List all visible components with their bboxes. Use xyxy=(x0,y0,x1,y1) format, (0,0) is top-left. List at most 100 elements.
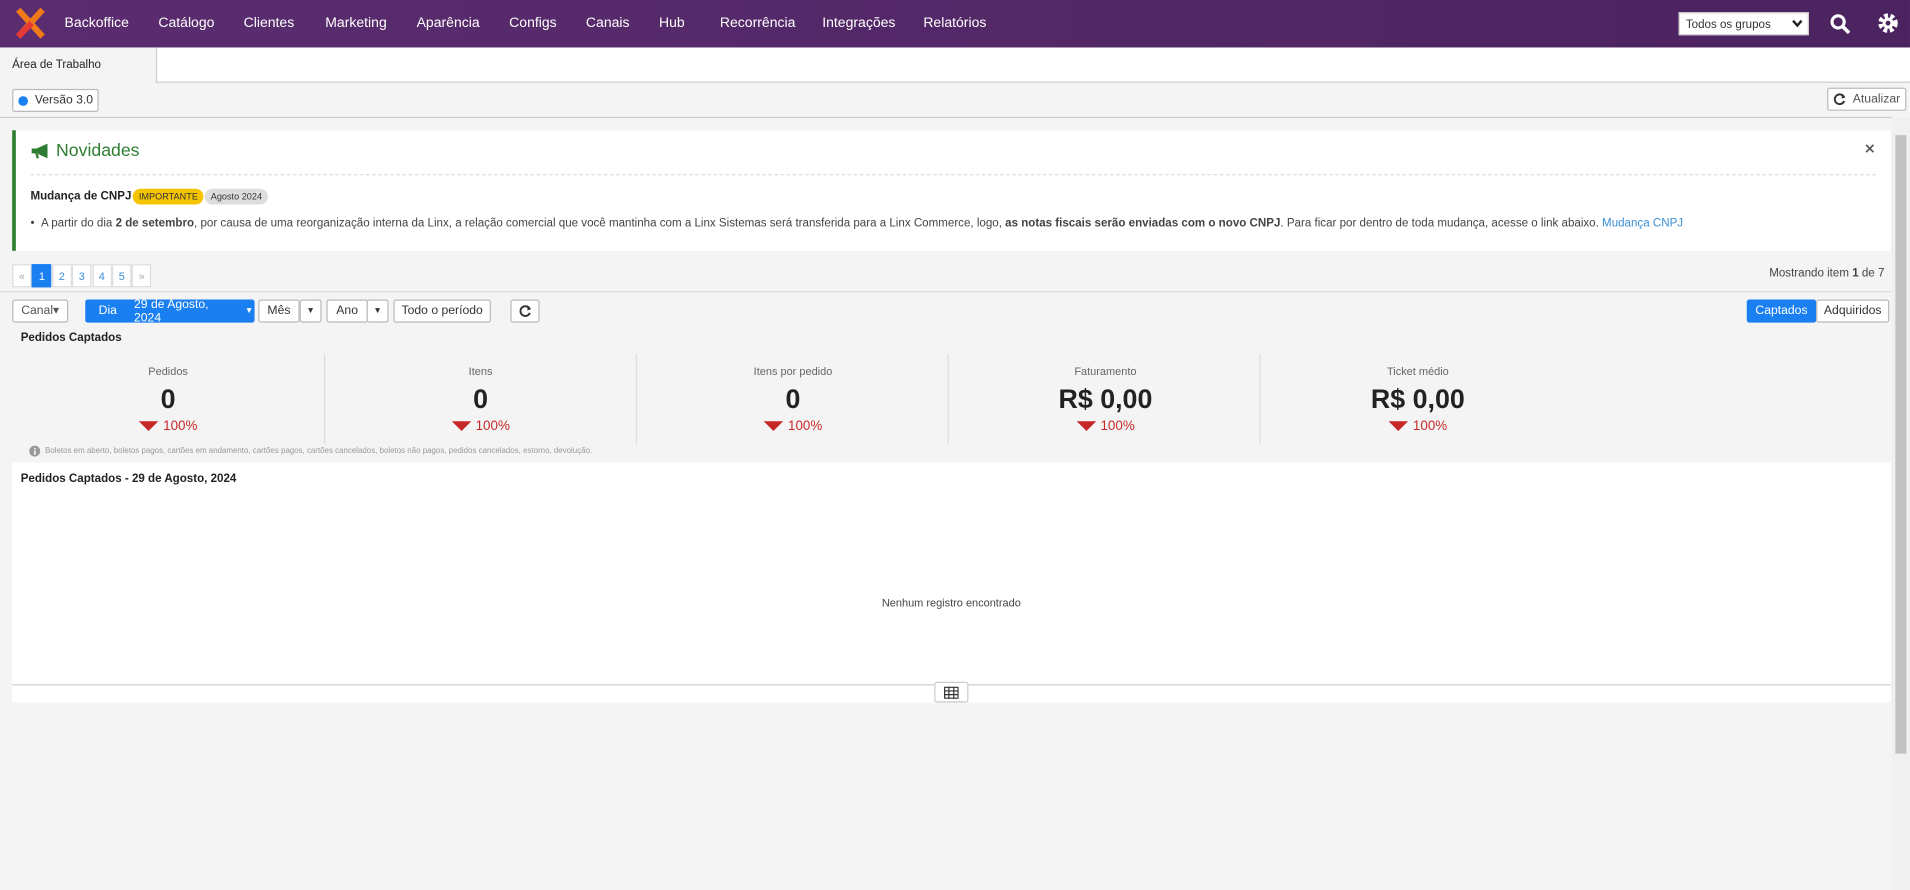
nav-item[interactable]: Marketing xyxy=(325,15,387,31)
text: , por causa de uma reorganização interna… xyxy=(194,216,1006,231)
day-button[interactable]: Dia 29 de Agosto, 2024 ▼ xyxy=(85,297,255,325)
metric-separator xyxy=(324,354,326,445)
showing-text: Mostrando item 1 de 7 xyxy=(1769,267,1884,280)
text: Ano xyxy=(336,304,358,318)
metric-change: 100% xyxy=(138,418,198,434)
year-dropdown[interactable]: ▼ xyxy=(366,299,389,323)
down-arrow xyxy=(1388,421,1409,432)
refresh-button[interactable]: Atualizar xyxy=(1827,87,1907,111)
nav-item[interactable]: Backoffice xyxy=(64,15,129,31)
nav-item[interactable]: Recorrência xyxy=(719,15,796,31)
megaphone-icon xyxy=(31,143,48,159)
text: Mês xyxy=(267,304,291,318)
nav-item[interactable]: Hub xyxy=(658,15,685,31)
select-text: Todos os grupos xyxy=(1685,18,1771,32)
text: A partir do dia xyxy=(40,216,116,231)
change-text: 100% xyxy=(1412,418,1448,434)
text: . Para ficar por dentro de toda mudança,… xyxy=(1280,216,1603,231)
change-text: 100% xyxy=(475,418,510,434)
group-select[interactable]: Todos os grupos xyxy=(1678,12,1809,36)
metric-label: Pedidos xyxy=(148,365,188,378)
month-button[interactable]: Mês xyxy=(258,299,300,323)
status-dot xyxy=(17,95,28,106)
nav-item[interactable]: Configs xyxy=(509,15,557,31)
page-link[interactable]: « xyxy=(12,264,32,288)
year-button[interactable]: Ano xyxy=(326,299,368,323)
nav-item[interactable]: Aparência xyxy=(416,15,480,31)
chevron xyxy=(1792,19,1803,28)
metric-change: 100% xyxy=(1388,418,1448,434)
metric-label: Ticket médio xyxy=(1386,365,1449,378)
scroll-thumb[interactable] xyxy=(1895,135,1907,754)
page-link[interactable]: 3 xyxy=(72,264,92,288)
version-button[interactable]: Versão 3.0 xyxy=(12,88,99,113)
nav-item[interactable]: Clientes xyxy=(243,15,295,31)
search-icon[interactable] xyxy=(1830,13,1851,35)
navbar: Backoffice Catálogo Clientes Marketing Aparê… xyxy=(0,0,1910,48)
page-link[interactable]: 1 xyxy=(32,264,52,288)
metric-value: 0 xyxy=(160,383,176,414)
metric-separator xyxy=(635,354,638,445)
captados-button[interactable]: Captados xyxy=(1746,299,1817,323)
news-text: • A partir do dia 2 de setembro, por cau… xyxy=(30,216,1684,231)
logo[interactable] xyxy=(15,7,47,39)
text: Mostrando item xyxy=(1769,266,1853,281)
metric-label: Faturamento xyxy=(1074,365,1137,378)
nav-item[interactable]: Catálogo xyxy=(158,15,215,31)
text-bold: as notas fiscais serão enviadas com o no… xyxy=(1005,216,1281,231)
refresh-icon xyxy=(1833,93,1846,106)
nav-item[interactable]: Integrações xyxy=(822,15,896,31)
text: Canal xyxy=(21,304,54,318)
all-period-button[interactable]: Todo o período xyxy=(393,299,491,323)
refresh-text: Atualizar xyxy=(1852,92,1901,106)
change-text: 100% xyxy=(163,418,198,434)
change-text: 100% xyxy=(788,418,823,434)
tab-bar: Área de Trabalho xyxy=(0,47,1910,83)
adquiridos-button[interactable]: Adquiridos xyxy=(1816,299,1890,323)
text: Adquiridos xyxy=(1823,304,1882,318)
metric-value: 0 xyxy=(785,383,801,414)
scrollbar[interactable] xyxy=(1891,118,1910,890)
table-panel: Pedidos Captados - 29 de Agosto, 2024 Ne… xyxy=(12,462,1891,686)
metric-change: 100% xyxy=(763,418,823,434)
news-panel: Novidades Mudança de CNPJ IMPORTANTE Ago… xyxy=(12,130,1891,251)
metric-value: 0 xyxy=(473,383,489,414)
link[interactable]: Mudança CNPJ xyxy=(1602,216,1684,231)
dashed-line xyxy=(30,174,1876,176)
text: 29 de Agosto, 2024 xyxy=(134,297,209,325)
text: Todo o período xyxy=(401,304,483,318)
metric-value: R$ 0,00 xyxy=(1058,383,1153,414)
date-badge: Agosto 2024 xyxy=(204,188,269,205)
news-item-title: Mudança de CNPJ xyxy=(30,189,132,204)
page-link[interactable]: 4 xyxy=(92,264,112,288)
refresh-icon xyxy=(518,305,531,317)
page-link[interactable]: » xyxy=(132,264,152,288)
canal-button[interactable]: Canal ▾ xyxy=(12,299,69,323)
text: Captados xyxy=(1755,304,1808,318)
nav-item[interactable]: Relatórios xyxy=(923,15,987,31)
down-arrow xyxy=(763,421,784,432)
metric-value: R$ 0,00 xyxy=(1370,383,1465,414)
metric-change: 100% xyxy=(451,418,510,434)
down-arrow xyxy=(138,421,159,432)
page-link[interactable]: 5 xyxy=(112,264,132,288)
nav-item[interactable]: Canais xyxy=(585,15,630,31)
settings-icon[interactable] xyxy=(1877,12,1899,34)
page-link[interactable]: 2 xyxy=(52,264,72,288)
tab[interactable]: Área de Trabalho xyxy=(0,47,158,83)
divider xyxy=(0,290,1892,293)
news-title: Novidades xyxy=(56,141,140,161)
badge: IMPORTANTE xyxy=(132,188,205,205)
info-icon xyxy=(29,445,41,457)
metric-label: Itens por pedido xyxy=(753,365,833,378)
table-toggle[interactable] xyxy=(934,681,969,703)
text: de 7 xyxy=(1858,266,1885,281)
note: Boletos em aberto, boletos pagos, cartõe… xyxy=(45,446,593,456)
reload-button[interactable] xyxy=(510,299,540,323)
month-dropdown[interactable]: ▼ xyxy=(299,299,322,323)
metric-label: Itens xyxy=(468,365,493,378)
close-icon[interactable] xyxy=(1865,144,1875,154)
down-arrow xyxy=(451,421,471,432)
